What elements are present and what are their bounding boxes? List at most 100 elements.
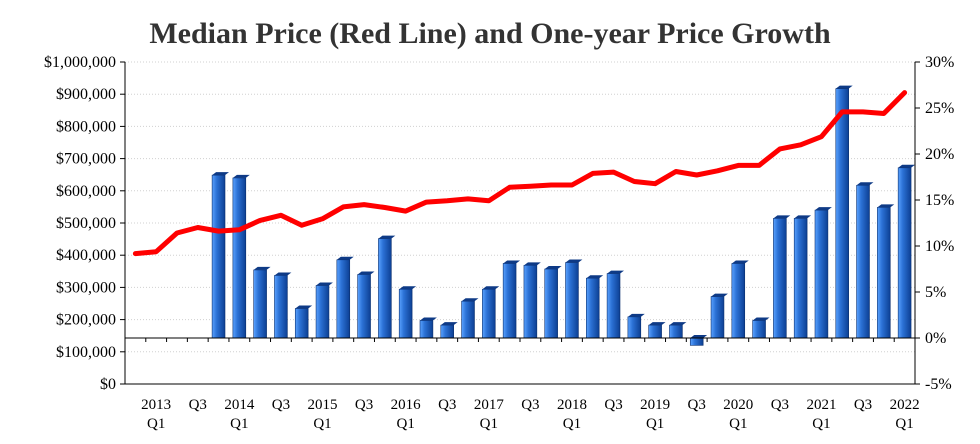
- x-tick-label: Q3: [688, 397, 706, 413]
- growth-bar: [253, 269, 267, 339]
- x-tick-label: 2021: [806, 397, 836, 413]
- growth-bar: [274, 275, 288, 339]
- x-tick-label-sub: Q1: [230, 416, 248, 432]
- growth-bar: [294, 308, 309, 339]
- x-tick-label: 2018: [557, 397, 587, 413]
- right-tick-label: 5%: [925, 284, 946, 301]
- growth-bar-cap: [815, 207, 832, 211]
- x-tick-label-sub: Q1: [147, 416, 165, 432]
- growth-bar: [669, 324, 683, 339]
- growth-bar: [773, 218, 787, 339]
- price-line-series: [132, 90, 908, 257]
- left-tick-label: $1,000,000: [44, 54, 116, 71]
- growth-bar-cap: [794, 215, 812, 219]
- growth-bar-cap: [357, 271, 375, 275]
- left-axis-ticks: $0 $100,000 $200,000 $300,000 $400,000 $500,0…: [44, 54, 125, 393]
- growth-bar-cap: [898, 164, 916, 168]
- growth-bar: [502, 263, 517, 339]
- growth-bar-cap: [669, 322, 687, 326]
- growth-bar-cap: [877, 204, 895, 208]
- growth-bar-cap: [295, 305, 313, 309]
- x-tick-label-sub: Q1: [396, 416, 414, 432]
- left-tick-label: $400,000: [56, 247, 116, 264]
- x-tick-label: Q3: [355, 397, 373, 413]
- x-tick-label-sub: Q1: [563, 416, 581, 432]
- growth-bar: [731, 263, 746, 339]
- x-tick-label: 2020: [723, 397, 753, 413]
- growth-bar: [211, 174, 226, 339]
- growth-bar: [586, 277, 600, 339]
- right-tick-label: 10%: [925, 238, 954, 255]
- growth-bar: [793, 218, 808, 339]
- x-tick-label: Q3: [189, 397, 207, 413]
- x-tick-label-sub: Q1: [480, 416, 498, 432]
- x-tick-label: Q3: [854, 397, 872, 413]
- growth-bar: [378, 238, 392, 339]
- growth-bar: [856, 184, 870, 339]
- left-tick-label: $700,000: [56, 151, 116, 168]
- growth-bar-cap: [503, 260, 521, 264]
- growth-bar-cap: [607, 270, 624, 274]
- growth-bar: [606, 273, 621, 339]
- growth-bar-cap: [586, 275, 604, 279]
- growth-bar: [232, 177, 247, 339]
- growth-bar: [544, 268, 558, 339]
- x-tick-label: Q3: [771, 397, 789, 413]
- growth-bar-cap: [482, 286, 500, 290]
- growth-bar-cap: [752, 317, 770, 321]
- growth-bar-cap: [378, 235, 396, 239]
- right-tick-label: 20%: [925, 146, 954, 163]
- growth-bar-cap: [544, 266, 562, 269]
- growth-bar-cap: [773, 215, 791, 219]
- growth-bar: [627, 316, 642, 339]
- bar-series: [211, 85, 916, 346]
- growth-bar-cap: [336, 256, 354, 260]
- growth-bar-cap: [856, 182, 874, 186]
- growth-bar-cap: [253, 266, 271, 270]
- growth-bar-cap: [690, 335, 708, 338]
- left-tick-label: $900,000: [56, 86, 116, 103]
- growth-bar-cap: [627, 313, 645, 317]
- x-tick-label: Q3: [604, 397, 622, 413]
- growth-bar-cap: [835, 85, 853, 89]
- left-tick-label: $500,000: [56, 215, 116, 232]
- x-tick-label: 2015: [308, 397, 338, 413]
- growth-bar: [710, 296, 725, 339]
- growth-bar: [523, 265, 538, 339]
- x-tick-label-sub: Q1: [812, 416, 830, 432]
- x-tick-label: Q3: [438, 397, 456, 413]
- growth-bar: [336, 259, 351, 339]
- chart-title: Median Price (Red Line) and One-year Pri…: [149, 17, 831, 50]
- growth-bar-cap: [440, 322, 458, 326]
- x-tick-label: 2019: [640, 397, 670, 413]
- growth-bar-cap: [565, 259, 583, 263]
- x-tick-label: Q3: [272, 397, 290, 413]
- growth-bar-cap: [274, 272, 292, 276]
- x-tick-label-sub: Q1: [729, 416, 747, 432]
- growth-bar: [648, 324, 662, 339]
- growth-bar: [357, 274, 371, 339]
- right-tick-label: 0%: [925, 330, 946, 347]
- growth-bar-cap: [316, 282, 333, 286]
- left-tick-label: $600,000: [56, 183, 116, 200]
- median-price-line: [132, 90, 908, 257]
- x-tick-label-sub: Q1: [646, 416, 664, 432]
- growth-bar-cap: [461, 298, 479, 302]
- growth-bar: [814, 209, 829, 339]
- x-tick-label-sub: Q1: [895, 416, 913, 432]
- growth-bar: [897, 167, 912, 339]
- growth-bar-cap: [648, 322, 666, 326]
- right-tick-label: -5%: [925, 376, 952, 393]
- growth-bar-cap: [523, 262, 541, 266]
- growth-bar: [752, 320, 766, 339]
- x-tick-label: 2014: [224, 397, 255, 413]
- growth-bar-cap: [420, 317, 437, 321]
- growth-bar-cap: [731, 260, 749, 264]
- x-tick-label: 2017: [474, 397, 505, 413]
- growth-bar: [440, 324, 454, 339]
- x-tick-label: 2016: [391, 397, 422, 413]
- growth-bar: [482, 288, 496, 339]
- growth-bar: [689, 337, 704, 346]
- growth-bar: [461, 300, 475, 339]
